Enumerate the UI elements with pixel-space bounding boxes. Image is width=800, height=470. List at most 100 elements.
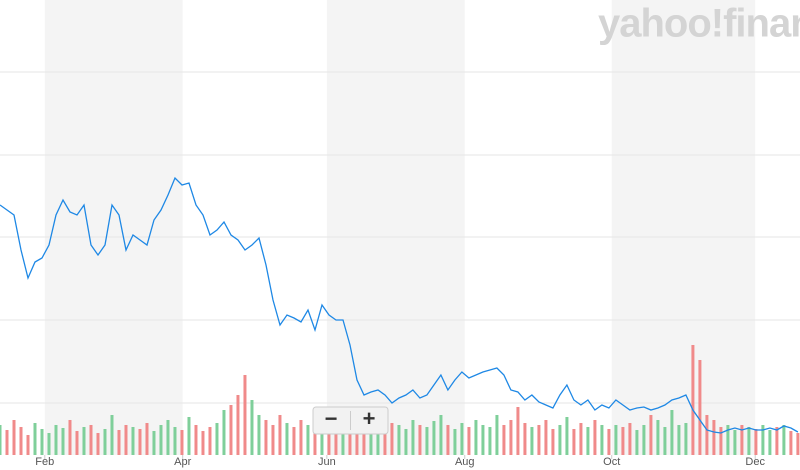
volume-bar [47, 433, 51, 455]
x-tick-label: Jun [318, 456, 336, 468]
volume-bar [187, 417, 191, 455]
volume-bar [341, 429, 345, 455]
volume-bar [733, 430, 737, 455]
volume-bar [516, 407, 520, 455]
volume-bar [236, 395, 240, 455]
volume-bar [488, 427, 492, 455]
volume-bar [558, 425, 562, 455]
volume-bar [747, 427, 751, 455]
volume-bar [292, 427, 296, 455]
price-line [0, 176, 799, 434]
volume-bar [663, 427, 667, 455]
volume-bar [138, 429, 142, 455]
volume-bar [621, 427, 625, 455]
volume-bar [782, 425, 786, 455]
x-axis: Feb Apr Jun Aug Oct Dec [35, 455, 765, 468]
volume-bar [110, 415, 114, 455]
volume-bar [390, 423, 394, 455]
volume-bar [754, 429, 758, 455]
x-tick-label: Dec [745, 456, 765, 468]
volume-bar [40, 429, 44, 455]
zoom-in[interactable]: + [363, 406, 376, 431]
volume-bar [586, 427, 590, 455]
volume-bars [0, 345, 800, 455]
month-bands [44, 0, 756, 455]
volume-bar [152, 431, 156, 455]
volume-bar [131, 427, 135, 455]
volume-bar [145, 423, 149, 455]
volume-bar [194, 425, 198, 455]
volume-bar [54, 425, 58, 455]
volume-bar [768, 430, 772, 455]
volume-bar [670, 410, 674, 455]
shaded-band [326, 0, 465, 455]
price-line [0, 176, 799, 434]
volume-bar [299, 420, 303, 455]
volume-bar [278, 415, 282, 455]
volume-bar [460, 423, 464, 455]
volume-bar [19, 427, 23, 455]
volume-bar [474, 420, 478, 455]
volume-bar [607, 429, 611, 455]
volume-bar [222, 410, 226, 455]
volume-bar [467, 427, 471, 455]
volume-bar [446, 425, 450, 455]
volume-bar [481, 425, 485, 455]
volume-bar [264, 420, 268, 455]
volume-bar [705, 415, 709, 455]
x-tick-label: Apr [174, 456, 191, 468]
volume-bar [502, 425, 506, 455]
watermark: yahoo!finance [598, 2, 800, 46]
volume-bar [418, 425, 422, 455]
volume-bar [0, 425, 2, 455]
volume-bar [726, 425, 730, 455]
volume-bar [789, 431, 793, 455]
volume-bar [229, 405, 233, 455]
volume-bar [33, 423, 37, 455]
volume-bar [75, 431, 79, 455]
volume-bar [355, 415, 359, 455]
volume-bar [537, 425, 541, 455]
volume-bar [614, 425, 618, 455]
volume-bar [5, 430, 9, 455]
zoom-out[interactable]: − [325, 406, 338, 431]
volume-bar [432, 421, 436, 455]
volume-bar [96, 433, 100, 455]
x-tick-label: Oct [603, 456, 620, 468]
volume-bar [159, 425, 163, 455]
volume-bar [180, 430, 184, 455]
volume-bar [117, 430, 121, 455]
volume-bar [572, 429, 576, 455]
volume-bar [649, 415, 653, 455]
volume-bar [327, 427, 331, 455]
volume-bar [579, 423, 583, 455]
volume-bar [530, 427, 534, 455]
volume-bar [684, 423, 688, 455]
volume-bar [26, 435, 30, 455]
volume-bar [68, 420, 72, 455]
volume-bar [103, 429, 107, 455]
volume-bar [677, 425, 681, 455]
volume-bar [397, 425, 401, 455]
volume-bar [712, 420, 716, 455]
volume-bar [600, 425, 604, 455]
volume-bar [761, 425, 765, 455]
volume-bar [439, 415, 443, 455]
volume-bar [166, 420, 170, 455]
zoom-controls: − + [312, 406, 389, 435]
volume-bar [551, 429, 555, 455]
volume-bar [285, 423, 289, 455]
volume-bar [698, 360, 702, 455]
volume-bar [425, 427, 429, 455]
volume-bar [306, 425, 310, 455]
volume-bar [796, 433, 800, 455]
volume-bar [201, 431, 205, 455]
volume-bar [635, 430, 639, 455]
volume-bar [124, 425, 128, 455]
volume-bar [642, 425, 646, 455]
volume-bar [376, 417, 380, 455]
volume-bar [656, 420, 660, 455]
shaded-band [611, 0, 756, 455]
volume-bar [740, 425, 744, 455]
